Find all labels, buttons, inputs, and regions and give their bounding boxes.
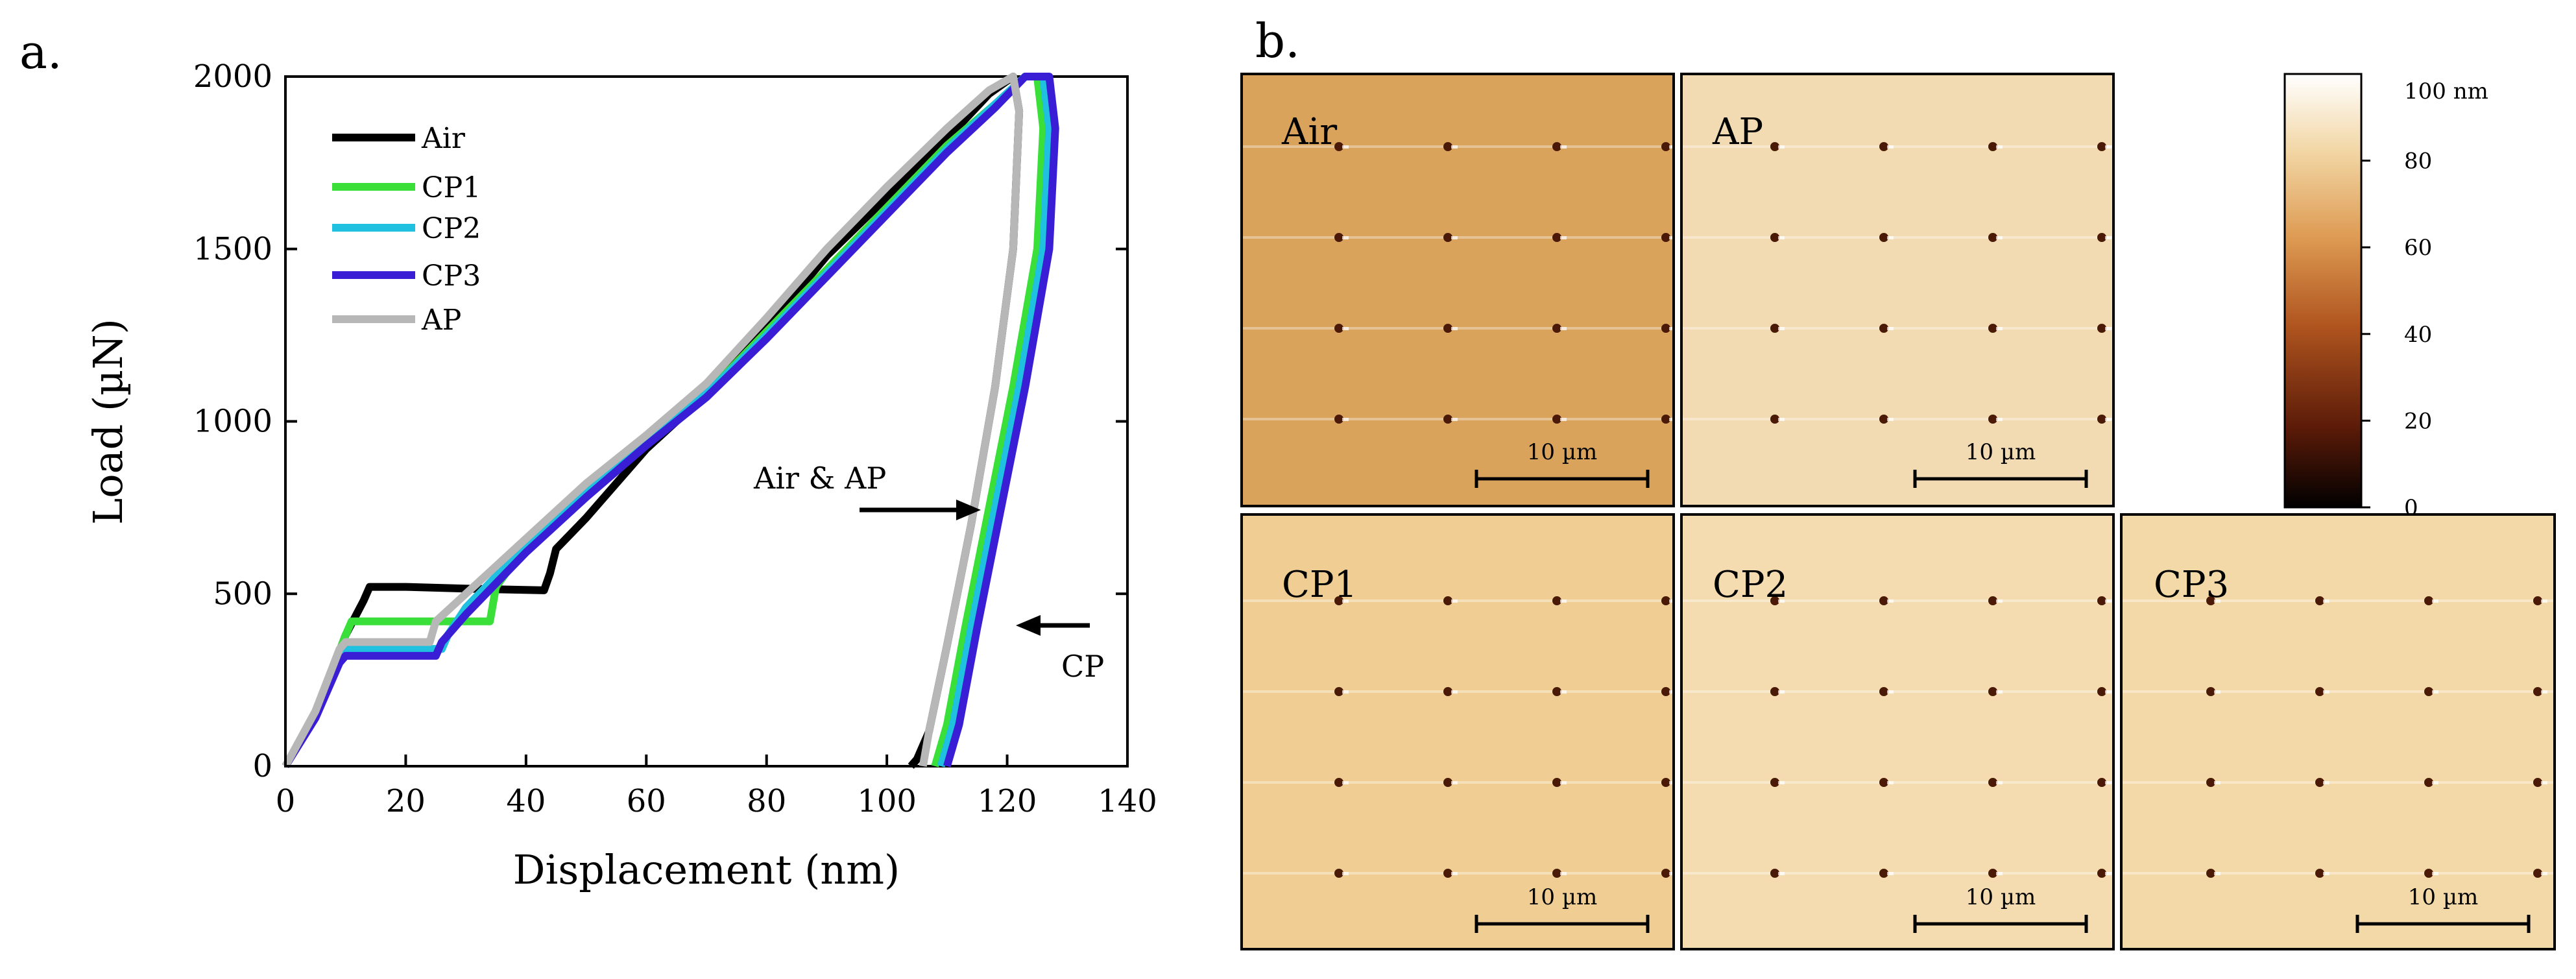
x-axis-ticks: 0 20 40 60 80 100 120 140	[276, 755, 1157, 819]
colorbar-unit-label: 100 nm	[2404, 79, 2488, 104]
colorbar-ticks: 0 20 40 60 80	[2361, 149, 2432, 521]
y-axis-ticks: 0 500 1000 1500 2000	[193, 58, 1127, 784]
x-tick-label: 60	[627, 783, 666, 819]
afm-panel-cp3: CP3 10 µm	[2120, 513, 2556, 950]
x-tick-label: 140	[1098, 783, 1157, 819]
legend-entry-ap: AP	[332, 304, 461, 337]
panel-b-label: b.	[1255, 14, 1300, 68]
series-line-ap	[282, 73, 1024, 768]
legend-label-air: Air	[421, 122, 466, 155]
series-line-cp3	[282, 73, 1059, 769]
scale-bar-ap-label: 10 µm	[1966, 439, 2036, 465]
scale-bar-cp3: 10 µm	[2355, 884, 2531, 933]
scale-bar-cp2: 10 µm	[1913, 884, 2088, 933]
legend: Air CP1 CP2 CP3 AP	[332, 122, 481, 337]
legend-entry-cp1: CP1	[332, 171, 481, 204]
y-tick-label: 500	[213, 575, 272, 612]
colorbar-tick-label: 80	[2404, 149, 2432, 175]
legend-entry-cp3: CP3	[332, 260, 481, 293]
annotation-cp: CP	[1061, 649, 1104, 684]
afm-label-ap: AP	[1712, 111, 1763, 153]
afm-panel-air: Air 10 µm	[1240, 73, 1675, 507]
x-tick-label: 20	[386, 783, 426, 819]
afm-label-cp1: CP1	[1282, 564, 1357, 606]
y-tick-label: 1000	[193, 404, 272, 440]
legend-label-cp3: CP3	[422, 260, 481, 293]
afm-label-cp3: CP3	[2154, 564, 2229, 606]
x-tick-label: 0	[276, 783, 296, 819]
scale-bar-air-label: 10 µm	[1527, 439, 1597, 465]
x-tick-label: 40	[506, 783, 546, 819]
legend-label-cp1: CP1	[422, 171, 481, 204]
y-tick-label: 2000	[193, 58, 272, 95]
afm-label-air: Air	[1281, 111, 1337, 153]
colorbar: 100 nm 0 20 40 60 80	[2283, 73, 2488, 521]
annotation-air-ap-arrow	[860, 500, 981, 520]
afm-panel-cp2: CP2 10 µm	[1680, 513, 2115, 950]
y-axis-label: Load (µN)	[84, 319, 132, 525]
x-tick-label: 100	[857, 783, 917, 819]
scale-bar-ap: 10 µm	[1913, 439, 2088, 488]
legend-entry-cp2: CP2	[332, 212, 481, 245]
y-tick-label: 0	[252, 748, 272, 784]
legend-label-ap: AP	[421, 304, 461, 337]
afm-panel-ap: AP 10 µm	[1680, 73, 2115, 507]
colorbar-tick-label: 60	[2404, 235, 2432, 261]
colorbar-tick-label: 20	[2404, 408, 2432, 434]
load-displacement-chart: 0 20 40 60 80 100 120 140 0 500 1000 1500 2000 Disp…	[84, 58, 1157, 893]
colorbar-gradient	[2283, 73, 2363, 509]
colorbar-tick-label: 40	[2404, 322, 2432, 348]
legend-label-cp2: CP2	[422, 212, 481, 245]
x-axis-label: Displacement (nm)	[513, 846, 900, 893]
colorbar-tick-label: 0	[2404, 495, 2418, 521]
annotation-air-ap: Air & AP	[753, 461, 886, 496]
annotation-cp-arrow	[1016, 615, 1090, 636]
legend-entry-air: Air	[332, 122, 466, 155]
scale-bar-cp3-label: 10 µm	[2408, 884, 2478, 910]
series-layer	[282, 73, 1059, 769]
x-tick-label: 120	[978, 783, 1037, 819]
panel-a-label: a.	[19, 25, 62, 79]
scale-bar-cp1-label: 10 µm	[1527, 884, 1597, 910]
scale-bar-air: 10 µm	[1475, 439, 1650, 488]
afm-label-cp2: CP2	[1713, 564, 1788, 606]
scale-bar-cp2-label: 10 µm	[1966, 884, 2036, 910]
scale-bar-cp1: 10 µm	[1475, 884, 1650, 933]
y-tick-label: 1500	[193, 231, 272, 267]
afm-panel-cp1: CP1 10 µm	[1240, 513, 1675, 950]
plot-frame	[284, 75, 1129, 767]
x-tick-label: 80	[747, 783, 786, 819]
